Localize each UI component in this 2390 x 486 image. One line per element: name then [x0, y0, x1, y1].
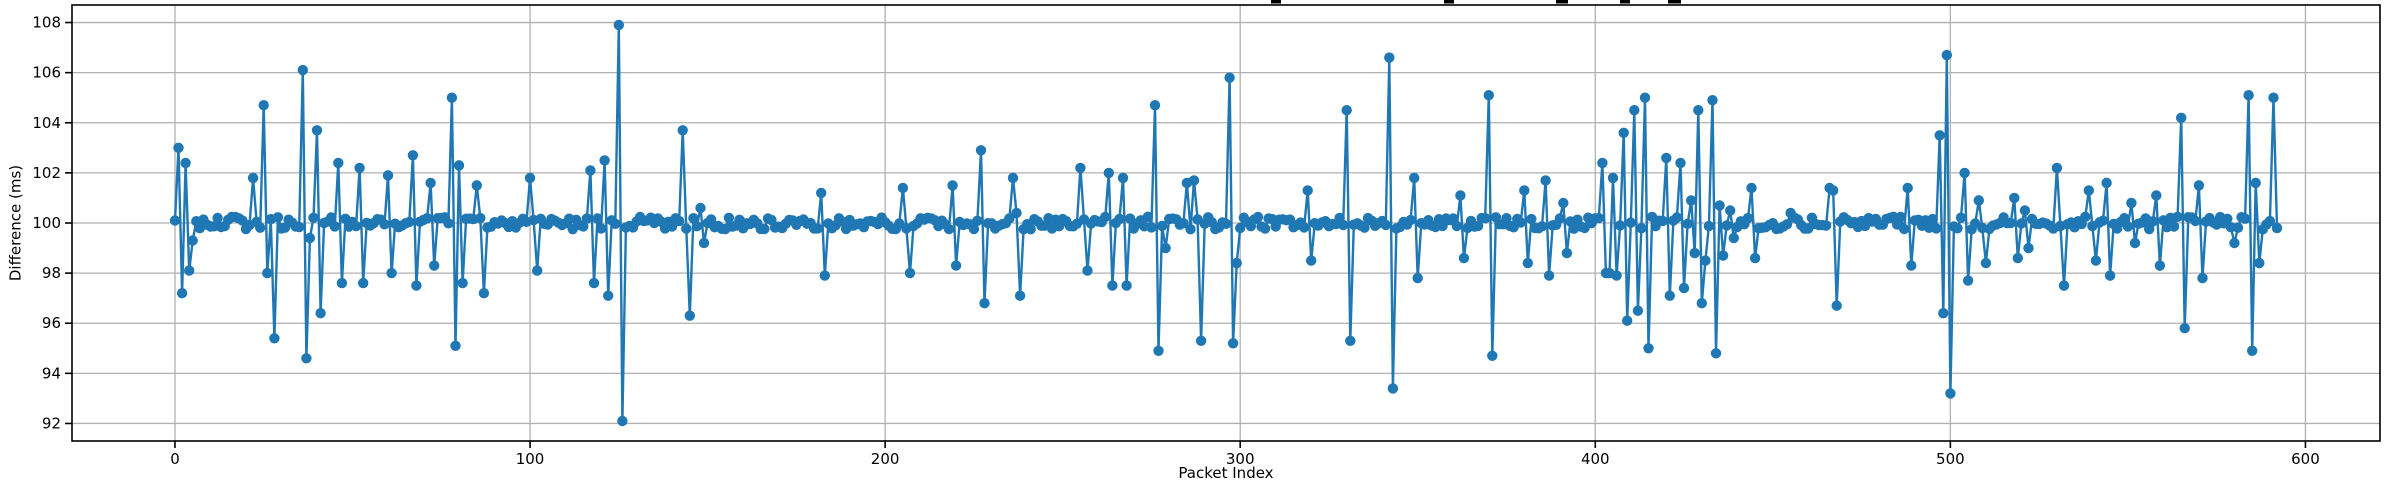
x-tick-label: 400: [1581, 450, 1610, 468]
data-point-markers: [169, 19, 2283, 427]
y-tick-label: 106: [32, 64, 61, 82]
x-tick-label: 300: [1226, 450, 1255, 468]
y-tick-label: 94: [42, 364, 61, 382]
y-tick-label: 100: [32, 214, 61, 232]
x-tick-label: 100: [516, 450, 545, 468]
x-tick-label: 200: [871, 450, 900, 468]
y-tick-label: 108: [32, 14, 61, 32]
clipped-title-descender: [1556, 0, 1568, 4]
clipped-title-descender: [1444, 0, 1454, 4]
clipped-title-descender: [1271, 0, 1281, 4]
x-axis-title: Packet Index: [1178, 464, 1274, 482]
x-tick-label: 600: [2291, 450, 2320, 468]
x-tick-label: 500: [1936, 450, 1965, 468]
y-axis-title: Difference (ms): [6, 164, 25, 282]
y-tick-label: 96: [42, 314, 61, 332]
y-tick-label: 98: [42, 264, 61, 282]
y-tick-label: 104: [32, 114, 61, 132]
y-tick-label: 102: [32, 164, 61, 182]
clipped-title-descender: [1620, 0, 1630, 4]
clipped-title-descender: [1668, 0, 1681, 4]
x-tick-label: 0: [170, 450, 180, 468]
y-tick-label: 92: [42, 414, 61, 432]
